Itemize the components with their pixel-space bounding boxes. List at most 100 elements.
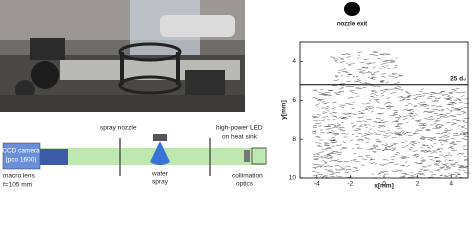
droplet (384, 59, 389, 61)
droplet (365, 138, 371, 140)
droplet (393, 111, 397, 114)
droplet (394, 87, 400, 90)
droplet (312, 167, 317, 169)
droplet (450, 138, 455, 140)
droplet (406, 95, 411, 97)
droplet (330, 124, 335, 126)
droplet (449, 145, 453, 148)
droplet (405, 161, 408, 163)
droplet (319, 98, 325, 100)
droplet (435, 127, 442, 130)
droplet (343, 53, 349, 55)
droplet (316, 98, 322, 101)
droplet (334, 75, 339, 78)
droplet (391, 144, 397, 146)
droplet (437, 168, 443, 170)
label: (pco 1600) (5, 157, 36, 164)
droplet (443, 134, 448, 137)
droplet (403, 96, 410, 99)
droplet (419, 127, 424, 129)
droplet (336, 151, 343, 153)
droplet (380, 53, 384, 55)
droplet (319, 156, 324, 158)
droplet (455, 88, 460, 90)
droplet (383, 89, 388, 91)
droplet (391, 88, 398, 90)
droplet (449, 142, 453, 144)
droplet (321, 119, 325, 121)
droplet (395, 116, 402, 118)
droplet (449, 109, 455, 111)
droplet (348, 64, 352, 67)
droplet (405, 121, 409, 124)
droplet (377, 130, 381, 132)
droplet (435, 120, 441, 122)
droplet (357, 57, 360, 59)
droplet (419, 173, 425, 176)
droplet (379, 124, 385, 127)
droplet (393, 112, 397, 114)
droplet (383, 171, 389, 172)
droplet (446, 167, 451, 170)
droplet (323, 94, 328, 96)
droplet (356, 78, 360, 81)
droplet (411, 143, 418, 145)
droplet (312, 132, 317, 134)
droplet (393, 66, 397, 69)
droplet (422, 110, 426, 113)
droplet (397, 96, 404, 98)
droplet (431, 92, 436, 94)
droplet (330, 151, 335, 154)
droplet (321, 175, 327, 178)
droplet (420, 159, 426, 162)
droplet (364, 136, 368, 139)
droplet (323, 125, 329, 127)
droplet (461, 131, 465, 133)
label: high-power LED (216, 125, 263, 132)
droplet (413, 97, 417, 100)
label: water (151, 171, 169, 178)
droplet (378, 172, 385, 174)
droplet (420, 88, 424, 91)
droplet (333, 159, 337, 162)
droplet (344, 71, 350, 74)
droplet (358, 71, 364, 74)
setup-photo (0, 0, 245, 112)
droplet (366, 62, 371, 64)
droplet (464, 158, 468, 161)
droplet (425, 110, 431, 113)
droplet (444, 159, 447, 161)
droplet (377, 58, 382, 60)
droplet (382, 149, 388, 151)
droplet (337, 116, 342, 119)
droplet (377, 113, 382, 115)
droplet (421, 144, 425, 146)
y-tick-label: 8 (292, 136, 296, 143)
droplet (375, 95, 379, 97)
droplet (314, 104, 319, 107)
droplet (459, 132, 466, 135)
droplet (322, 160, 326, 162)
droplet (413, 153, 417, 155)
droplet (323, 155, 329, 157)
droplet (325, 107, 329, 110)
droplet (434, 162, 438, 165)
y-tick-label: 4 (292, 58, 296, 65)
droplet (316, 114, 321, 116)
droplet (394, 131, 399, 134)
droplet (325, 147, 331, 149)
droplet (341, 86, 344, 88)
droplet (429, 139, 433, 142)
droplet (432, 127, 437, 129)
droplet (433, 99, 437, 102)
droplet (463, 135, 467, 138)
droplet (429, 91, 436, 94)
droplet (350, 122, 354, 124)
droplet (425, 130, 430, 132)
droplet (353, 160, 360, 163)
droplet (433, 136, 437, 138)
droplet (372, 66, 376, 69)
droplet (324, 142, 328, 144)
droplet (392, 114, 396, 116)
droplet (361, 158, 368, 160)
